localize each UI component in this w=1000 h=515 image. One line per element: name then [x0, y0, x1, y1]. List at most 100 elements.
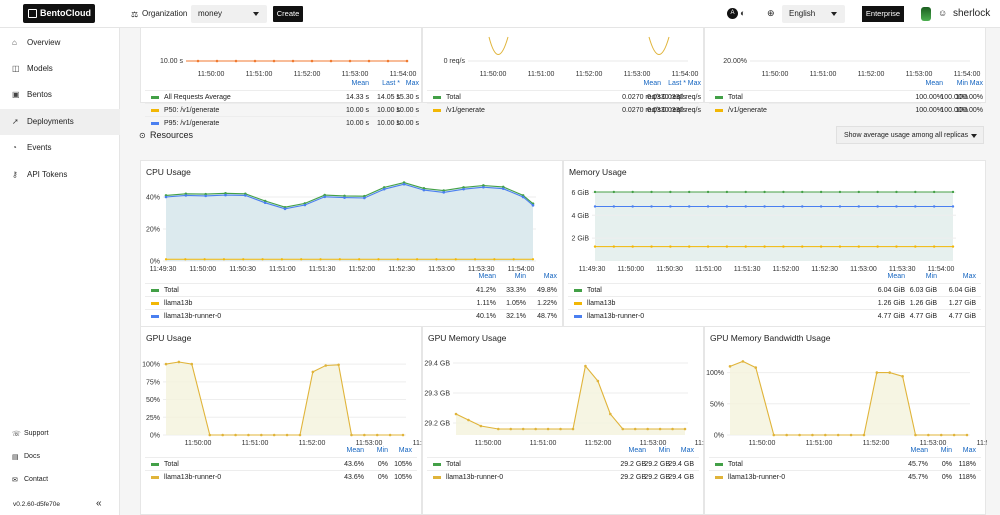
x-tick-label: 11:52:30	[388, 266, 415, 273]
x-tick-label: 11:52:00	[585, 440, 612, 447]
average-usage-toggle[interactable]: Show average usage among all replicas	[836, 126, 984, 144]
series-point	[531, 204, 535, 207]
username[interactable]: sherlock	[953, 8, 991, 19]
series-point	[454, 258, 457, 261]
series-point	[531, 258, 535, 261]
series-point	[593, 190, 597, 194]
x-tick-label: 11:54:00	[508, 266, 535, 273]
create-button[interactable]: Create	[273, 6, 303, 22]
x-tick-label: 11:53:00	[850, 266, 877, 273]
bentocloud-logo[interactable]: BentoCloud	[23, 4, 95, 23]
series-point	[932, 205, 936, 208]
x-tick-label: 11:54:00	[413, 440, 423, 447]
series-point	[521, 427, 525, 431]
series-name: llama13b-runner-0	[446, 474, 504, 481]
sidebar-item-overview[interactable]: ⌂ Overview	[0, 30, 120, 56]
series-value: 6.04 GiB	[877, 287, 905, 294]
legend-row[interactable]: P95: /v1/generate 10.00 s 10.00 s 10.00 s	[145, 116, 419, 129]
legend-row[interactable]: /v1/generate 100.00% 100.00% 100.00%	[709, 103, 983, 116]
series-point	[951, 190, 955, 194]
series-line	[455, 364, 685, 430]
series-point	[914, 245, 917, 248]
series-value: 105%	[394, 461, 412, 468]
legend-row[interactable]: llama13b 1.26 GiB 1.26 GiB 1.27 GiB	[568, 296, 981, 309]
legend-row[interactable]: llama13b-runner-0 40.1% 32.1% 48.7%	[145, 309, 558, 322]
series-point	[593, 245, 597, 248]
legend-row[interactable]: Total 100.00% 100.00% 100.00%	[709, 90, 983, 103]
series-value: 4.77 GiB	[948, 313, 976, 320]
x-tick-label: 11:50:00	[617, 266, 644, 273]
legend-row[interactable]: P50: /v1/generate 10.00 s 10.00 s 10.00 s	[145, 103, 419, 116]
series-name: Total	[164, 461, 179, 468]
series-name: Total	[728, 94, 743, 101]
series-value: 29.2 GB	[644, 474, 670, 481]
series-name: /v1/generate	[446, 107, 485, 114]
series-value: 33.3%	[506, 287, 526, 294]
series-point	[164, 258, 168, 261]
legend-row[interactable]: llama13b 1.11% 1.05% 1.22%	[145, 296, 558, 309]
sidebar: ⌂ Overview ◫ Models ▣ Bentos ➚ Deployments ◔…	[0, 28, 120, 515]
legend-header: Max	[687, 80, 701, 87]
legend-row[interactable]: All Requests Average 14.33 s 14.05 s 15.30 …	[145, 90, 419, 103]
legend-row[interactable]: llama13b-runner-0 4.77 GiB 4.77 GiB 4.77 Gi…	[568, 309, 981, 322]
x-tick-label: 11:52:00	[294, 71, 321, 78]
sidebar-item-deployments[interactable]: ➚ Deployments	[0, 109, 120, 135]
series-value: 1.26 GiB	[909, 300, 937, 307]
theme-auto-icon[interactable]: A	[727, 8, 738, 19]
chart-title: GPU Usage	[146, 333, 192, 343]
collapse-sidebar-icon[interactable]: «	[96, 498, 102, 509]
legend-row[interactable]: Total 0.0270 req/s 0.0330 req/s 0.0330 req/…	[427, 90, 701, 103]
legend-row[interactable]: llama13b-runner-0 29.2 GB 29.2 GB 29.4 GB	[427, 470, 699, 483]
series-point	[442, 191, 446, 194]
series-point	[291, 59, 295, 63]
series-point	[401, 433, 405, 437]
legend-row[interactable]: /v1/generate 0.0270 req/s 0.0330 req/s 0.03…	[427, 103, 701, 116]
theme-dark-icon[interactable]: ◐	[740, 8, 746, 18]
series-value: 45.7%	[908, 461, 928, 468]
series-point	[939, 433, 943, 437]
series-point	[363, 433, 366, 437]
legend-row[interactable]: llama13b-runner-0 45.7% 0% 118%	[709, 470, 981, 483]
y-tick-label: 0%	[150, 433, 160, 440]
series-point	[612, 205, 616, 208]
y-tick-label: 2 GiB	[571, 236, 589, 243]
contact-link[interactable]: ✉ Contact	[0, 476, 48, 484]
latency-panel: 10.00 s 11:50:00 11:51:00 11:52:00 11:53:00 1…	[140, 28, 422, 127]
language-select[interactable]: English	[782, 5, 845, 23]
legend-header: Min	[925, 273, 937, 280]
series-point	[914, 205, 917, 208]
organization-select[interactable]: money	[191, 5, 267, 23]
legend-row[interactable]: Total 29.2 GB 29.2 GB 29.4 GB	[427, 457, 699, 470]
series-value: 0.0330 req/s	[647, 94, 686, 101]
x-tick-label: 11:51:00	[695, 266, 722, 273]
series-line	[648, 36, 670, 55]
legend-row[interactable]: Total 43.6% 0% 105%	[145, 457, 417, 470]
sidebar-item-api-tokens[interactable]: ⚷ API Tokens	[0, 162, 120, 188]
series-point	[367, 59, 371, 63]
organization-icon: ⚖	[131, 10, 139, 19]
series-value: 41.2%	[476, 287, 496, 294]
y-tick-label: 29.3 GB	[424, 391, 450, 398]
legend-row[interactable]: Total 6.04 GiB 6.03 GiB 6.04 GiB	[568, 283, 981, 296]
series-point	[184, 194, 188, 197]
series-value: 49.8%	[537, 287, 557, 294]
legend-row[interactable]: Total 45.7% 0% 118%	[709, 457, 981, 470]
legend-row[interactable]: Total 41.2% 33.3% 49.8%	[145, 283, 558, 296]
legend-row[interactable]: llama13b-runner-0 43.6% 0% 105%	[145, 470, 417, 483]
series-point	[272, 59, 276, 63]
enterprise-button[interactable]: Enterprise	[862, 6, 904, 22]
y-tick-label: 6 GiB	[571, 190, 589, 197]
series-name: P50: /v1/generate	[164, 107, 220, 114]
x-tick-label: 11:50:30	[229, 266, 256, 273]
series-point	[875, 371, 879, 374]
sidebar-item-events[interactable]: ◔ Events	[0, 135, 120, 161]
docs-link[interactable]: ▤ Docs	[0, 453, 40, 461]
x-tick-label: 11:51:00	[810, 71, 837, 78]
support-link[interactable]: ☏ Support	[0, 430, 49, 438]
series-point	[876, 245, 879, 248]
sidebar-item-models[interactable]: ◫ Models	[0, 56, 120, 82]
sidebar-item-bentos[interactable]: ▣ Bentos	[0, 82, 120, 108]
series-swatch	[574, 289, 582, 292]
legend-header: Mean	[628, 447, 646, 454]
series-point	[283, 207, 287, 211]
